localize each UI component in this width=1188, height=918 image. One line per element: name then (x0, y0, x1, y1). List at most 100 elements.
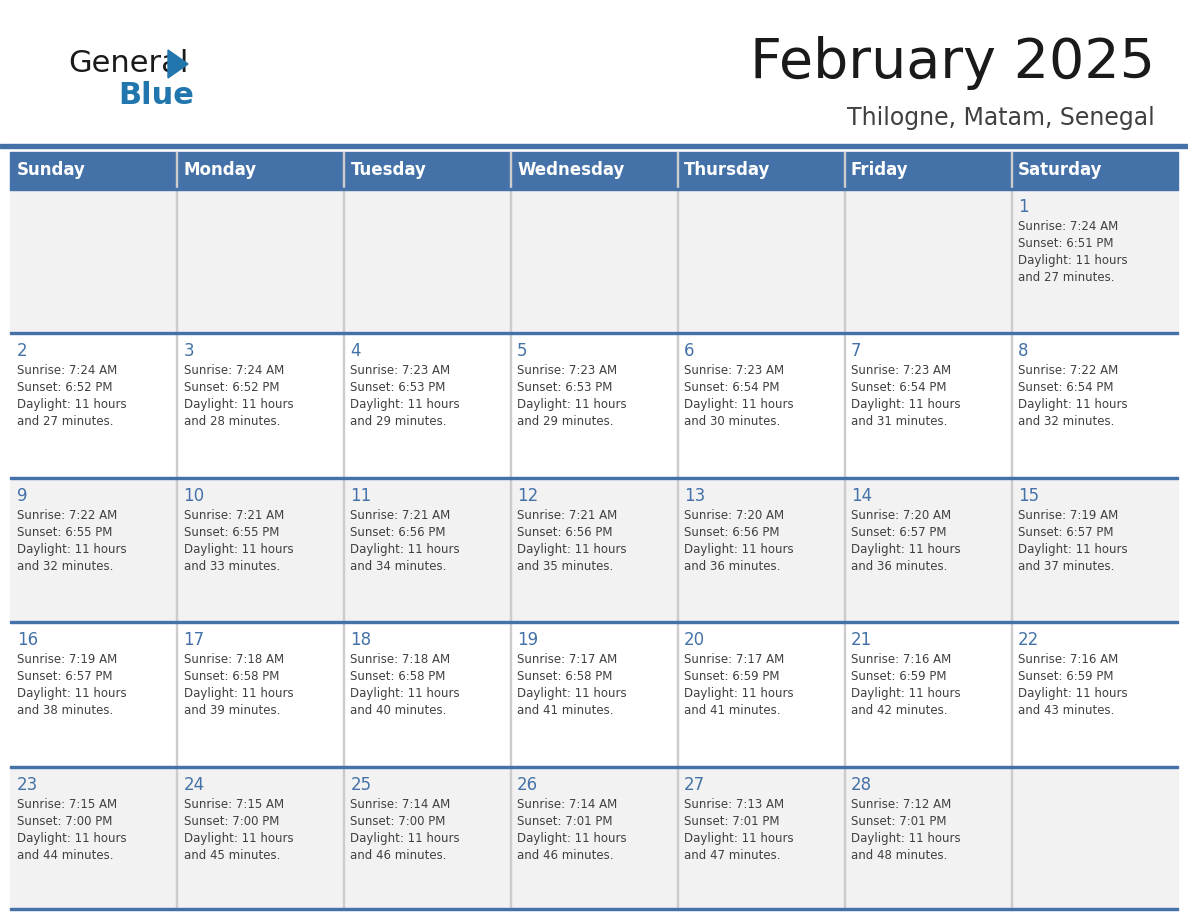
Text: Daylight: 11 hours: Daylight: 11 hours (350, 688, 460, 700)
Text: Sunrise: 7:20 AM: Sunrise: 7:20 AM (684, 509, 784, 521)
Bar (10, 152, 1178, 188)
Text: and 29 minutes.: and 29 minutes. (350, 416, 447, 429)
Text: 15: 15 (1018, 487, 1040, 505)
Text: and 46 minutes.: and 46 minutes. (517, 848, 614, 862)
Text: and 33 minutes.: and 33 minutes. (183, 560, 280, 573)
Text: Sunrise: 7:24 AM: Sunrise: 7:24 AM (183, 364, 284, 377)
Text: Daylight: 11 hours: Daylight: 11 hours (851, 688, 961, 700)
Text: Daylight: 11 hours: Daylight: 11 hours (517, 543, 627, 555)
Text: and 41 minutes.: and 41 minutes. (684, 704, 781, 717)
Text: Daylight: 11 hours: Daylight: 11 hours (350, 543, 460, 555)
Text: 5: 5 (517, 342, 527, 361)
Text: 10: 10 (183, 487, 204, 505)
Text: Daylight: 11 hours: Daylight: 11 hours (1018, 254, 1127, 267)
Text: 1: 1 (1018, 198, 1029, 216)
Text: Sunset: 6:54 PM: Sunset: 6:54 PM (851, 381, 947, 395)
Text: Sunrise: 7:24 AM: Sunrise: 7:24 AM (1018, 220, 1118, 233)
Text: Sunset: 6:54 PM: Sunset: 6:54 PM (684, 381, 779, 395)
Text: and 34 minutes.: and 34 minutes. (350, 560, 447, 573)
Text: Sunrise: 7:21 AM: Sunrise: 7:21 AM (517, 509, 618, 521)
Text: Sunrise: 7:14 AM: Sunrise: 7:14 AM (350, 798, 450, 811)
Text: and 41 minutes.: and 41 minutes. (517, 704, 614, 717)
Text: Sunset: 6:58 PM: Sunset: 6:58 PM (350, 670, 446, 683)
Text: Daylight: 11 hours: Daylight: 11 hours (350, 398, 460, 411)
Text: Sunset: 6:59 PM: Sunset: 6:59 PM (851, 670, 947, 683)
Text: Daylight: 11 hours: Daylight: 11 hours (1018, 398, 1127, 411)
Text: Sunrise: 7:16 AM: Sunrise: 7:16 AM (851, 654, 952, 666)
Text: Daylight: 11 hours: Daylight: 11 hours (851, 832, 961, 845)
Text: Sunset: 7:01 PM: Sunset: 7:01 PM (684, 814, 779, 828)
Bar (10, 332, 1178, 476)
Text: 9: 9 (17, 487, 27, 505)
Text: Sunset: 6:54 PM: Sunset: 6:54 PM (1018, 381, 1113, 395)
Text: and 35 minutes.: and 35 minutes. (517, 560, 613, 573)
Text: Sunrise: 7:17 AM: Sunrise: 7:17 AM (684, 654, 784, 666)
Text: Sunset: 7:00 PM: Sunset: 7:00 PM (183, 814, 279, 828)
Text: Sunset: 6:58 PM: Sunset: 6:58 PM (517, 670, 613, 683)
Text: Sunset: 6:57 PM: Sunset: 6:57 PM (851, 526, 947, 539)
Bar (10, 766, 1178, 767)
Text: 6: 6 (684, 342, 695, 361)
Text: Sunrise: 7:18 AM: Sunrise: 7:18 AM (350, 654, 450, 666)
Text: 11: 11 (350, 487, 372, 505)
Text: Daylight: 11 hours: Daylight: 11 hours (350, 832, 460, 845)
Text: Sunrise: 7:15 AM: Sunrise: 7:15 AM (183, 798, 284, 811)
Text: and 43 minutes.: and 43 minutes. (1018, 704, 1114, 717)
Text: Sunrise: 7:23 AM: Sunrise: 7:23 AM (350, 364, 450, 377)
Bar (10, 188, 1178, 190)
Text: and 29 minutes.: and 29 minutes. (517, 416, 614, 429)
Text: Daylight: 11 hours: Daylight: 11 hours (517, 688, 627, 700)
Text: Sunset: 6:51 PM: Sunset: 6:51 PM (1018, 237, 1113, 250)
Text: and 44 minutes.: and 44 minutes. (17, 848, 113, 862)
Text: Sunrise: 7:23 AM: Sunrise: 7:23 AM (517, 364, 618, 377)
Text: 12: 12 (517, 487, 538, 505)
Text: Sunset: 6:57 PM: Sunset: 6:57 PM (17, 670, 112, 683)
Text: Tuesday: Tuesday (350, 161, 426, 179)
Text: 28: 28 (851, 776, 872, 793)
Text: Daylight: 11 hours: Daylight: 11 hours (517, 832, 627, 845)
Text: Sunset: 6:59 PM: Sunset: 6:59 PM (684, 670, 779, 683)
Bar (0, 144, 1188, 148)
Bar (10, 188, 1178, 332)
Text: February 2025: February 2025 (750, 36, 1155, 90)
Text: Sunset: 6:55 PM: Sunset: 6:55 PM (183, 526, 279, 539)
Text: and 27 minutes.: and 27 minutes. (1018, 271, 1114, 284)
Text: Sunset: 6:59 PM: Sunset: 6:59 PM (1018, 670, 1113, 683)
Text: Wednesday: Wednesday (517, 161, 625, 179)
Text: and 36 minutes.: and 36 minutes. (684, 560, 781, 573)
Text: 22: 22 (1018, 632, 1040, 649)
Text: 3: 3 (183, 342, 194, 361)
Text: General: General (68, 49, 189, 77)
Bar (10, 476, 1178, 479)
Text: Thursday: Thursday (684, 161, 771, 179)
Text: Sunrise: 7:22 AM: Sunrise: 7:22 AM (17, 509, 116, 521)
Text: Daylight: 11 hours: Daylight: 11 hours (183, 398, 293, 411)
Text: 7: 7 (851, 342, 861, 361)
Text: and 32 minutes.: and 32 minutes. (17, 560, 113, 573)
Text: Sunset: 6:52 PM: Sunset: 6:52 PM (183, 381, 279, 395)
Bar (10, 476, 1178, 621)
Text: and 38 minutes.: and 38 minutes. (17, 704, 113, 717)
Text: Sunset: 6:56 PM: Sunset: 6:56 PM (684, 526, 779, 539)
Text: 27: 27 (684, 776, 706, 793)
Text: and 27 minutes.: and 27 minutes. (17, 416, 113, 429)
Text: and 28 minutes.: and 28 minutes. (183, 416, 280, 429)
Text: Daylight: 11 hours: Daylight: 11 hours (684, 688, 794, 700)
Text: 19: 19 (517, 632, 538, 649)
Text: Sunrise: 7:23 AM: Sunrise: 7:23 AM (851, 364, 952, 377)
Text: Sunset: 6:57 PM: Sunset: 6:57 PM (1018, 526, 1113, 539)
Text: Sunset: 6:52 PM: Sunset: 6:52 PM (17, 381, 112, 395)
Text: Saturday: Saturday (1018, 161, 1102, 179)
Text: Daylight: 11 hours: Daylight: 11 hours (684, 398, 794, 411)
Text: Sunrise: 7:23 AM: Sunrise: 7:23 AM (684, 364, 784, 377)
Text: Sunset: 7:00 PM: Sunset: 7:00 PM (17, 814, 112, 828)
Bar (10, 332, 1178, 334)
Text: Sunrise: 7:17 AM: Sunrise: 7:17 AM (517, 654, 618, 666)
Text: and 30 minutes.: and 30 minutes. (684, 416, 781, 429)
Text: 18: 18 (350, 632, 372, 649)
Text: 4: 4 (350, 342, 361, 361)
Text: 2: 2 (17, 342, 27, 361)
Text: Daylight: 11 hours: Daylight: 11 hours (183, 832, 293, 845)
Text: Sunset: 6:55 PM: Sunset: 6:55 PM (17, 526, 112, 539)
Text: and 42 minutes.: and 42 minutes. (851, 704, 948, 717)
